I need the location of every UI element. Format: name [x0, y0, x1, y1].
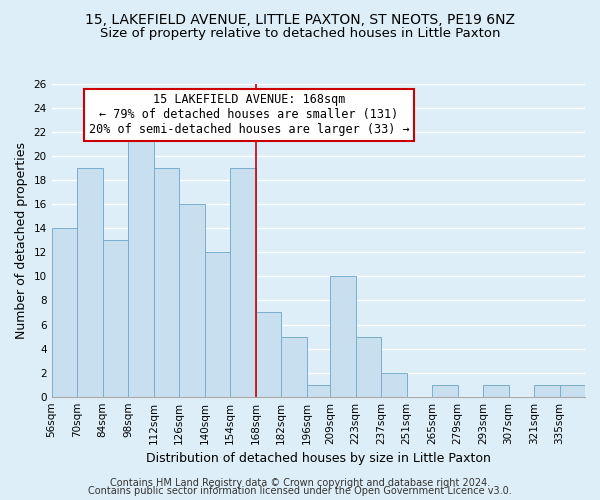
Bar: [77, 168, 103, 396]
Bar: [103, 240, 128, 396]
Bar: [534, 384, 560, 396]
X-axis label: Distribution of detached houses by size in Little Paxton: Distribution of detached houses by size …: [146, 452, 491, 465]
Bar: [307, 384, 330, 396]
Bar: [128, 132, 154, 396]
Bar: [230, 168, 256, 396]
Bar: [154, 168, 179, 396]
Bar: [560, 384, 585, 396]
Bar: [356, 336, 381, 396]
Text: Contains HM Land Registry data © Crown copyright and database right 2024.: Contains HM Land Registry data © Crown c…: [110, 478, 490, 488]
Text: 15, LAKEFIELD AVENUE, LITTLE PAXTON, ST NEOTS, PE19 6NZ: 15, LAKEFIELD AVENUE, LITTLE PAXTON, ST …: [85, 12, 515, 26]
Bar: [330, 276, 356, 396]
Text: Size of property relative to detached houses in Little Paxton: Size of property relative to detached ho…: [100, 28, 500, 40]
Bar: [381, 372, 407, 396]
Bar: [256, 312, 281, 396]
Text: 15 LAKEFIELD AVENUE: 168sqm
← 79% of detached houses are smaller (131)
20% of se: 15 LAKEFIELD AVENUE: 168sqm ← 79% of det…: [89, 94, 409, 136]
Bar: [205, 252, 230, 396]
Bar: [483, 384, 509, 396]
Y-axis label: Number of detached properties: Number of detached properties: [15, 142, 28, 339]
Text: Contains public sector information licensed under the Open Government Licence v3: Contains public sector information licen…: [88, 486, 512, 496]
Bar: [52, 228, 77, 396]
Bar: [281, 336, 307, 396]
Bar: [179, 204, 205, 396]
Bar: [432, 384, 458, 396]
